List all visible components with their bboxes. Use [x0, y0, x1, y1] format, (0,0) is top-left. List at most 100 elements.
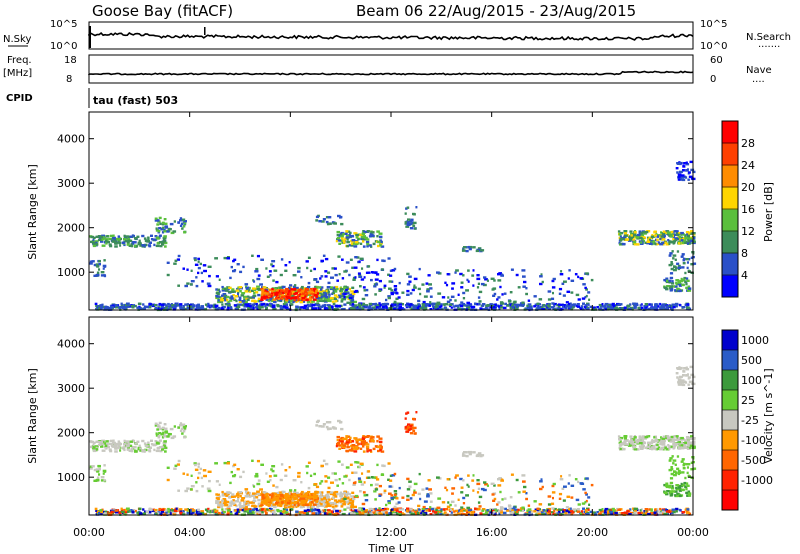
velocity-cell [100, 476, 105, 479]
velocity-cell [604, 513, 607, 516]
velocity-cell [637, 511, 641, 515]
velocity-cell [449, 508, 452, 511]
power-cell [138, 302, 142, 305]
power-cell [271, 260, 276, 263]
power-cell [160, 228, 164, 231]
velocity-cell [429, 500, 433, 503]
velocity-cell [408, 510, 412, 513]
velocity-cell [392, 511, 396, 514]
velocity-cell [118, 441, 121, 445]
velocity-cell [291, 501, 295, 504]
power-cell [175, 302, 178, 305]
power-cell [398, 306, 402, 309]
velocity-cell [662, 509, 665, 512]
power-cell [559, 273, 564, 276]
power-cell [449, 304, 452, 308]
velocity-cell [207, 507, 210, 511]
power-cell [314, 291, 317, 294]
power-cell [199, 262, 202, 266]
velocity-cell [565, 509, 570, 513]
velocity-cell [496, 509, 499, 512]
velocity-cell [158, 432, 162, 435]
velocity-cell [585, 493, 588, 496]
power-cell [668, 254, 672, 257]
velocity-cell [436, 476, 440, 479]
velocity-cell [359, 447, 363, 450]
power-cell [690, 232, 693, 235]
velocity-cell [249, 508, 252, 511]
power-cell [686, 261, 689, 264]
velocity-cell [167, 433, 172, 436]
velocity-cell [179, 422, 183, 425]
power-cell [688, 171, 691, 174]
velocity-cell [608, 509, 612, 512]
velocity-cell [90, 440, 95, 444]
velocity-cell [103, 512, 107, 515]
velocity-cell [127, 510, 130, 513]
velocity-cell [585, 510, 588, 513]
power-cell [255, 306, 259, 309]
power-cell [497, 305, 502, 308]
ytick-label-2: 3000 [57, 177, 85, 190]
power-cell [255, 302, 258, 306]
power-cell [100, 307, 103, 310]
velocity-cell [346, 449, 349, 453]
velocity-cell [465, 509, 468, 512]
velocity-cell [217, 511, 221, 515]
velocity-cell [588, 503, 591, 506]
velocity-cell [230, 512, 233, 515]
velocity-cell [281, 501, 284, 504]
power-cell [160, 305, 165, 308]
power-cell [681, 278, 685, 282]
power-cell [117, 235, 120, 238]
power-cell [387, 257, 391, 260]
velocity-cell [190, 485, 195, 488]
velocity-cell [343, 491, 347, 495]
power-cell [429, 308, 433, 311]
velocity-cell [354, 461, 358, 464]
power-cell [363, 289, 366, 292]
velocity-cell [93, 446, 98, 450]
velocity-cell [161, 436, 165, 439]
velocity-cell [459, 477, 463, 481]
power-cell [310, 295, 314, 299]
power-cell [690, 271, 694, 274]
power-cell [318, 286, 322, 289]
power-cell [289, 285, 292, 289]
power-cell [313, 278, 318, 281]
velocity-cell [123, 448, 126, 452]
power-cell [508, 300, 512, 303]
power-cell [156, 223, 160, 226]
power-cell [668, 242, 671, 245]
velocity-cell [163, 423, 167, 426]
freq-label-1: Freq. [7, 55, 32, 66]
velocity-cell [90, 445, 93, 449]
velocity-cell [587, 508, 590, 511]
velocity-cell [101, 508, 104, 511]
velocity-cell [297, 471, 301, 475]
velocity-cell [500, 511, 504, 514]
power-cell [460, 301, 464, 304]
power-cell [105, 235, 109, 238]
velocity-cell [395, 502, 399, 505]
power-cell [610, 307, 614, 310]
power-cell [497, 273, 501, 276]
power-cell [158, 227, 162, 230]
power-cell [648, 236, 653, 239]
cpid-text: tau (fast) 503 [93, 94, 178, 107]
velocity-cell [200, 476, 203, 480]
velocity-cell [418, 508, 421, 511]
velocity-cell [291, 503, 294, 506]
power-cell [397, 296, 401, 299]
velocity-cell [388, 485, 392, 488]
power-cell [323, 298, 327, 301]
velocity-cell [247, 491, 250, 494]
velocity-cell [335, 509, 339, 513]
velocity-cell [161, 508, 165, 511]
power-cell [285, 293, 289, 296]
velocity-cell [476, 479, 480, 482]
power-cell [113, 240, 117, 243]
velocity-cell [379, 445, 383, 449]
power-cell [333, 286, 336, 289]
